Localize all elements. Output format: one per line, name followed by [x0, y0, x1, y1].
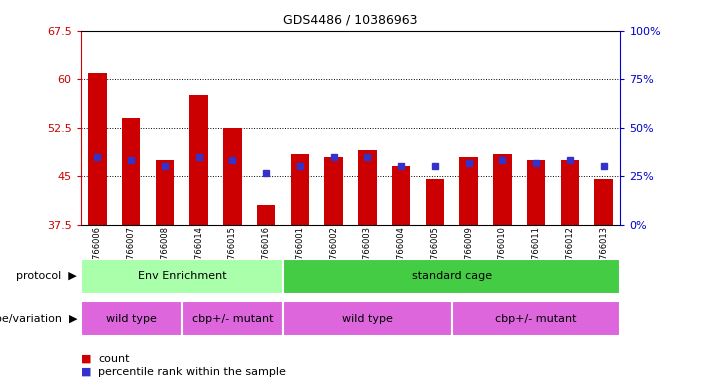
Text: cbp+/- mutant: cbp+/- mutant — [191, 314, 273, 324]
Text: standard cage: standard cage — [411, 271, 492, 281]
Bar — [392, 167, 410, 225]
Text: ■: ■ — [81, 354, 91, 364]
Bar — [594, 179, 613, 225]
Bar — [561, 160, 579, 225]
Bar — [257, 205, 275, 225]
Bar — [81, 301, 182, 336]
Bar — [358, 150, 376, 225]
Text: cbp+/- mutant: cbp+/- mutant — [496, 314, 577, 324]
Bar — [459, 157, 478, 225]
Bar — [122, 118, 140, 225]
Bar — [291, 154, 309, 225]
Text: percentile rank within the sample: percentile rank within the sample — [98, 367, 286, 377]
Bar — [156, 160, 175, 225]
Text: wild type: wild type — [342, 314, 393, 324]
Bar — [81, 259, 283, 294]
Bar — [451, 301, 620, 336]
Bar — [223, 127, 242, 225]
Bar — [182, 301, 283, 336]
Text: Env Enrichment: Env Enrichment — [137, 271, 226, 281]
Bar — [88, 73, 107, 225]
Text: count: count — [98, 354, 130, 364]
Bar — [426, 179, 444, 225]
Text: GDS4486 / 10386963: GDS4486 / 10386963 — [283, 13, 418, 26]
Bar — [189, 95, 208, 225]
Bar — [493, 154, 512, 225]
Bar — [325, 157, 343, 225]
Text: wild type: wild type — [106, 314, 156, 324]
Bar — [283, 259, 620, 294]
Text: ■: ■ — [81, 367, 91, 377]
Bar — [526, 160, 545, 225]
Text: genotype/variation  ▶: genotype/variation ▶ — [0, 314, 77, 324]
Bar — [283, 301, 451, 336]
Text: protocol  ▶: protocol ▶ — [16, 271, 77, 281]
